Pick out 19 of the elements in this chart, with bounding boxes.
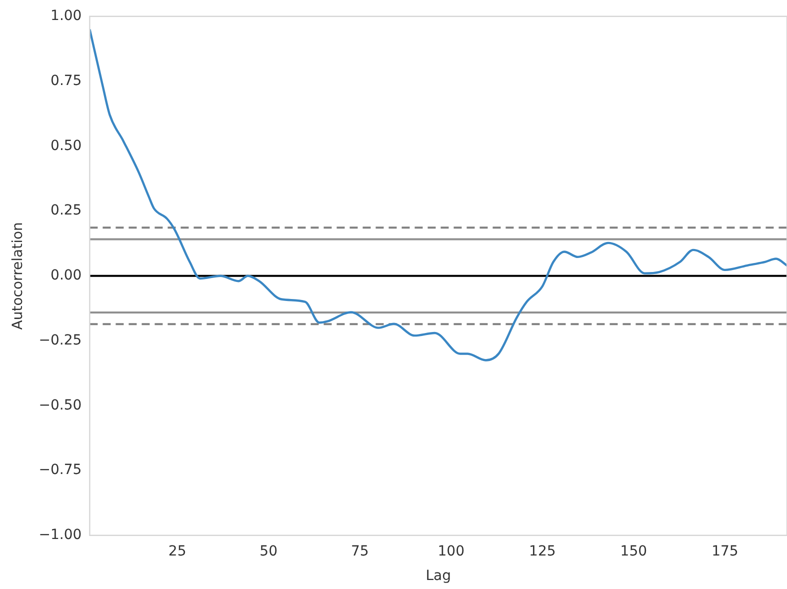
y-tick-label: −1.00 <box>38 527 82 544</box>
x-tick-label: 150 <box>620 543 648 560</box>
x-tick-label: 175 <box>712 543 738 560</box>
y-tick-label: 0.00 <box>50 268 82 284</box>
line-series <box>90 28 787 362</box>
x-tick-label: 50 <box>260 543 278 560</box>
y-tick-label: 0.25 <box>50 202 82 219</box>
x-tick-label: 25 <box>168 543 186 560</box>
x-axis-title: Lag <box>426 568 451 584</box>
x-tick-label: 100 <box>438 543 464 560</box>
x-tick-label: 75 <box>350 543 369 560</box>
y-tick-label: 1.00 <box>50 8 82 24</box>
y-tick-label: −0.50 <box>38 397 82 414</box>
x-tick-label: 125 <box>529 543 556 560</box>
y-tick-label: −0.75 <box>38 462 82 478</box>
y-tick-label: 0.75 <box>50 72 82 89</box>
y-tick-label: 0.50 <box>50 138 82 154</box>
y-axis-title: Autocorrelation <box>10 222 26 330</box>
y-tick-label: −0.25 <box>38 332 82 348</box>
